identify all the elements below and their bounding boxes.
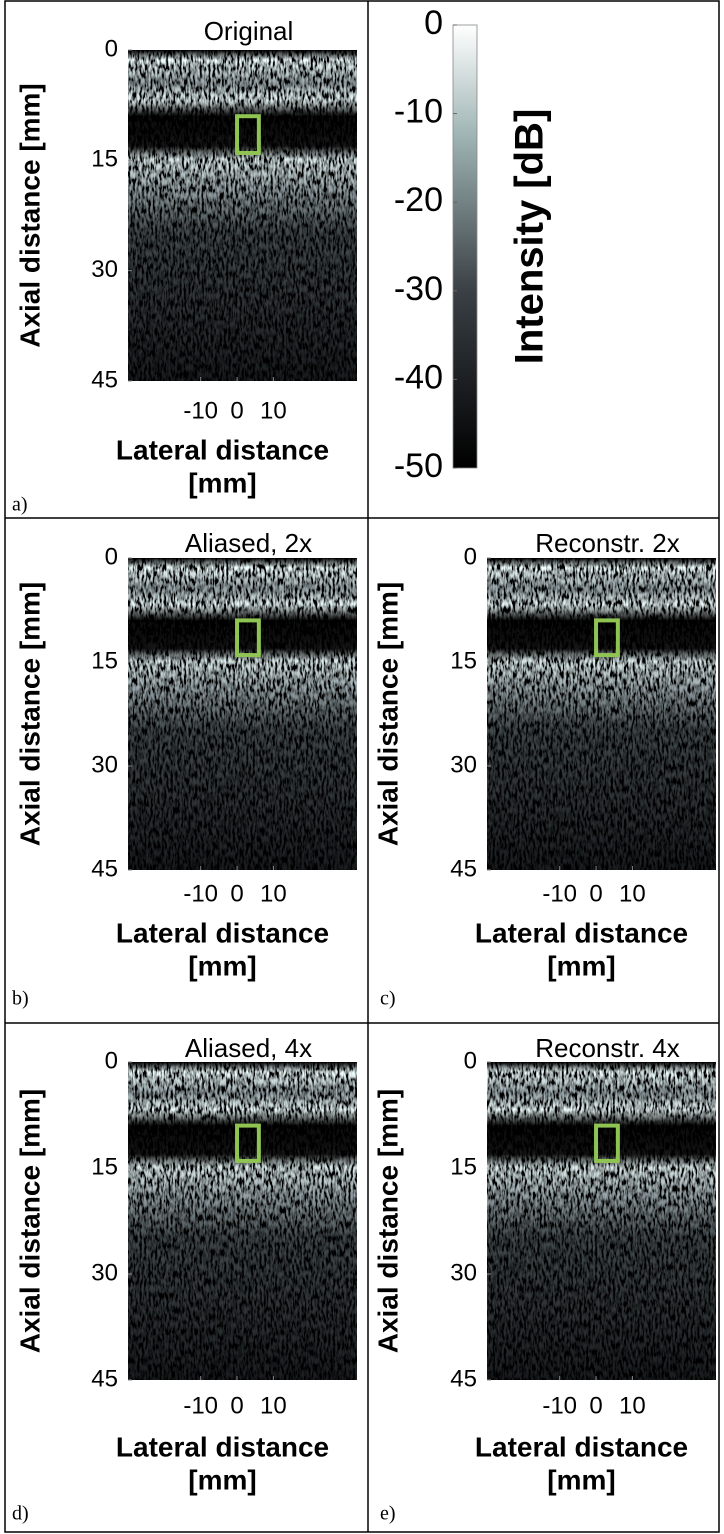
x-axis-label: Lateral distance [116, 1431, 329, 1462]
colorbar-label: Intensity [dB] [508, 109, 552, 365]
y-tick-label: 45 [91, 855, 118, 882]
x-axis-label: Lateral distance [116, 434, 329, 465]
y-tick-label: 0 [464, 543, 477, 570]
x-tick-label: 10 [619, 1392, 646, 1419]
x-tick-label: -10 [183, 397, 218, 424]
x-tick-label: 0 [589, 880, 602, 907]
panel-title: Aliased, 2x [185, 528, 312, 558]
ultrasound-image [487, 558, 716, 870]
y-tick-label: 45 [91, 366, 118, 393]
x-tick-label: 10 [260, 1392, 287, 1419]
x-tick-label: -10 [542, 880, 577, 907]
y-tick-label: 45 [91, 1365, 118, 1392]
x-axis-label: Lateral distance [116, 917, 329, 948]
y-tick-label: 30 [450, 1259, 477, 1286]
y-tick-label: 15 [450, 1153, 477, 1180]
panel-letter: c) [380, 988, 396, 1010]
x-tick-label: 0 [230, 397, 243, 424]
ultrasound-image [128, 558, 357, 870]
panel-title: Reconstr. 2x [535, 528, 680, 558]
x-axis-label: [mm] [547, 950, 615, 981]
y-axis-label: Axial distance [mm] [14, 582, 45, 847]
y-axis-label: Axial distance [mm] [14, 83, 45, 348]
y-tick-label: 45 [450, 855, 477, 882]
x-tick-label: 0 [230, 880, 243, 907]
y-tick-label: 15 [91, 146, 118, 173]
colorbar-tick-label: -50 [394, 447, 443, 485]
x-tick-label: 0 [230, 1392, 243, 1419]
panel-title: Aliased, 4x [185, 1033, 312, 1063]
y-tick-label: 30 [91, 751, 118, 778]
x-axis-label: [mm] [188, 467, 256, 498]
ultrasound-image [487, 1062, 716, 1380]
y-tick-label: 15 [91, 647, 118, 674]
y-axis-label: Axial distance [mm] [372, 1089, 403, 1354]
x-tick-label: 10 [260, 397, 287, 424]
panel-title: Original [204, 16, 294, 46]
colorbar-tick-label: 0 [424, 4, 443, 42]
y-tick-label: 30 [91, 1259, 118, 1286]
y-tick-label: 15 [450, 647, 477, 674]
colorbar [453, 25, 477, 468]
y-tick-label: 0 [464, 1047, 477, 1074]
x-tick-label: 10 [260, 880, 287, 907]
y-tick-label: 30 [450, 751, 477, 778]
x-axis-label: [mm] [188, 950, 256, 981]
x-axis-label: Lateral distance [475, 1431, 688, 1462]
colorbar-tick-label: -40 [394, 358, 443, 396]
ultrasound-image [128, 50, 357, 381]
panel-letter: e) [380, 1503, 396, 1525]
panel-title: Reconstr. 4x [535, 1033, 680, 1063]
colorbar-tick-label: -30 [394, 270, 443, 308]
ultrasound-image [128, 1062, 357, 1380]
y-tick-label: 0 [105, 1047, 118, 1074]
panel-letter: b) [12, 988, 29, 1010]
x-tick-label: -10 [183, 880, 218, 907]
colorbar-tick-label: -10 [394, 93, 443, 131]
x-tick-label: -10 [183, 1392, 218, 1419]
x-axis-label: [mm] [188, 1464, 256, 1495]
y-tick-label: 0 [105, 543, 118, 570]
y-tick-label: 15 [91, 1153, 118, 1180]
y-tick-label: 0 [105, 35, 118, 62]
x-tick-label: -10 [542, 1392, 577, 1419]
panel-letter: d) [12, 1503, 29, 1525]
x-tick-label: 0 [589, 1392, 602, 1419]
x-axis-label: [mm] [547, 1464, 615, 1495]
figure: Original 0 15 30 45 -10 0 10 Axial distance [mm]… [0, 0, 724, 1534]
y-axis-label: Axial distance [mm] [372, 582, 403, 847]
x-axis-label: Lateral distance [475, 917, 688, 948]
x-tick-label: 10 [619, 880, 646, 907]
y-axis-label: Axial distance [mm] [14, 1089, 45, 1354]
colorbar-tick-label: -20 [394, 181, 443, 219]
y-tick-label: 45 [450, 1365, 477, 1392]
panel-letter: a) [12, 494, 28, 516]
y-tick-label: 30 [91, 256, 118, 283]
